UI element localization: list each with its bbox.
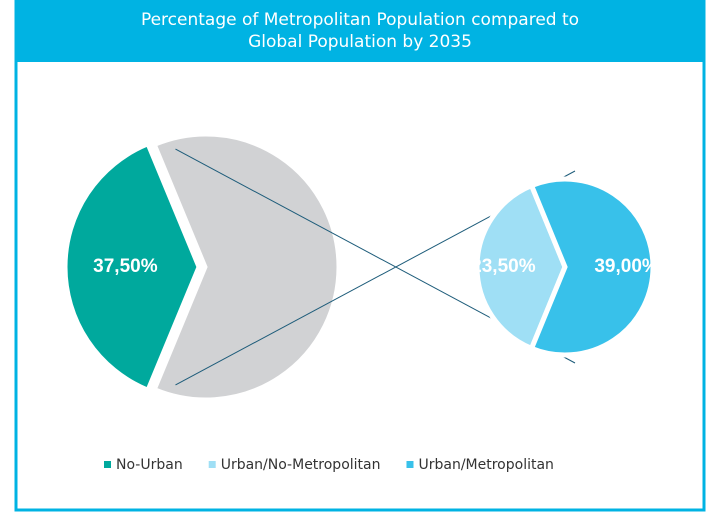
pie-slice <box>528 176 656 358</box>
pie-slice-aggregate <box>153 133 340 401</box>
legend-label: Urban/No-Metropolitan <box>221 457 381 473</box>
legend-swatch <box>406 461 414 468</box>
legend-swatch <box>208 461 216 468</box>
legend-swatch <box>104 461 111 468</box>
data-label: 23,50% <box>471 256 536 277</box>
pie-slice <box>64 143 200 391</box>
chart-title: Global Population by 2035 <box>248 32 472 52</box>
data-label: 37,50% <box>93 256 158 277</box>
chart-title: Percentage of Metropolitan Population co… <box>141 10 579 30</box>
title-bar <box>16 0 704 62</box>
pie-slice <box>474 182 568 352</box>
legend-label: No-Urban <box>116 457 183 473</box>
legend-label: Urban/Metropolitan <box>418 457 553 473</box>
data-label: 39,00% <box>594 256 659 277</box>
